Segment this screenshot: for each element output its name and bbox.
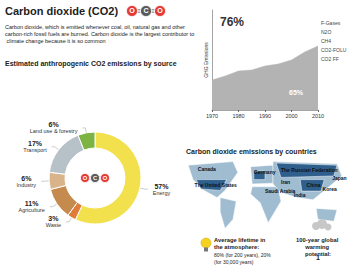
svg-text:CO2-FOLU: CO2-FOLU (321, 47, 347, 53)
svg-text:Carbon dioxide, which is emitt: Carbon dioxide, which is emitted wheneve… (5, 24, 186, 30)
svg-text:CH4: CH4 (321, 38, 331, 44)
svg-text:6%: 6% (49, 121, 60, 128)
svg-text:Land use & forestry: Land use & forestry (30, 128, 78, 134)
svg-text:Estimated anthropogenic CO2 em: Estimated anthropogenic CO2 emissions by… (5, 60, 177, 68)
svg-text:Waste: Waste (46, 222, 61, 228)
svg-text:1990: 1990 (259, 113, 271, 119)
svg-text:2000: 2000 (285, 113, 297, 119)
svg-text:potential:: potential: (305, 250, 331, 257)
svg-text:CO2 FF: CO2 FF (321, 56, 339, 62)
svg-text:6%: 6% (21, 175, 32, 182)
svg-text:1: 1 (316, 254, 320, 261)
svg-text:the atmosphere:: the atmosphere: (214, 244, 259, 250)
svg-text:Germany: Germany (254, 169, 276, 175)
svg-text:Korea: Korea (323, 186, 337, 192)
svg-text:warming: warming (304, 244, 330, 250)
svg-text:C: C (143, 7, 148, 15)
svg-text:1970: 1970 (206, 113, 218, 119)
svg-text:China: China (307, 182, 321, 188)
svg-text:F-Gases: F-Gases (321, 20, 341, 26)
svg-text:carbon-rich fossil fuels are b: carbon-rich fossil fuels are burned. Car… (5, 31, 194, 37)
svg-text:57%: 57% (154, 183, 169, 190)
svg-text:(for 30,000 years): (for 30,000 years) (214, 259, 254, 265)
svg-text:O: O (129, 7, 135, 15)
svg-text:O: O (103, 175, 108, 181)
svg-text:Carbon dioxide emissions by co: Carbon dioxide emissions by countries (186, 148, 317, 156)
svg-text:Carbon dioxide (CO2): Carbon dioxide (CO2) (5, 5, 118, 17)
svg-text:80% (for 200 years), 20%: 80% (for 200 years), 20% (214, 252, 272, 258)
svg-text:65%: 65% (289, 89, 304, 96)
svg-text:O: O (83, 175, 88, 181)
svg-text:Transport: Transport (23, 147, 47, 153)
svg-text:Average lifetime in: Average lifetime in (214, 237, 267, 243)
svg-text:Japan: Japan (332, 175, 346, 181)
svg-text:Saudi Arabia: Saudi Arabia (265, 188, 296, 194)
svg-text:Energy: Energy (153, 190, 171, 196)
svg-text:Agriculture: Agriculture (19, 207, 45, 213)
svg-text:climate change because it is s: climate change because it is so common (5, 38, 106, 44)
svg-text:Canada: Canada (198, 166, 216, 172)
svg-text:76%: 76% (220, 15, 244, 29)
svg-text:100-year global: 100-year global (296, 237, 340, 243)
svg-text:N2O: N2O (321, 29, 331, 35)
svg-text:The United States: The United States (195, 182, 237, 188)
svg-text:The Russian Federation: The Russian Federation (281, 167, 338, 173)
svg-text:17%: 17% (28, 140, 43, 147)
svg-text:3%: 3% (48, 215, 59, 222)
svg-text:C: C (93, 175, 98, 181)
svg-text:11%: 11% (25, 200, 39, 207)
svg-text:Industry: Industry (17, 182, 37, 188)
svg-text:2010: 2010 (312, 113, 324, 119)
svg-text:Iran: Iran (281, 179, 290, 185)
svg-text:1980: 1980 (232, 113, 244, 119)
svg-text:O: O (157, 7, 163, 15)
svg-text:India: India (294, 192, 306, 198)
svg-text:GHG Emissions: GHG Emissions (203, 42, 209, 78)
